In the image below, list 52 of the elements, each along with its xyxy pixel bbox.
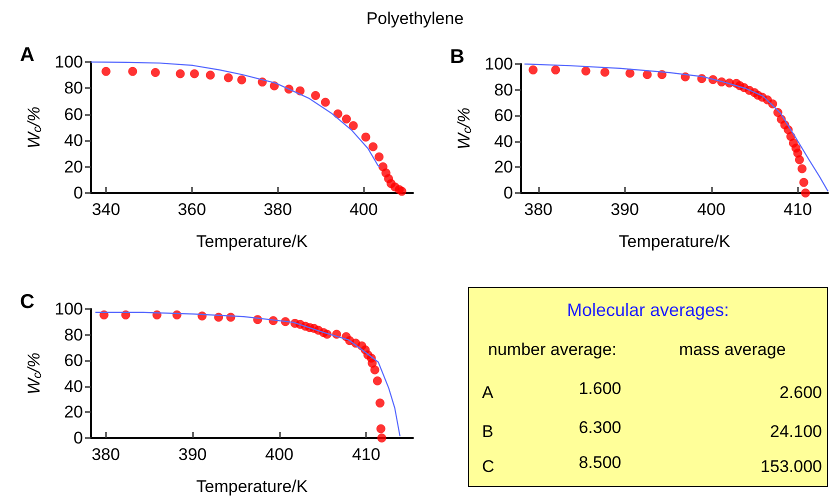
y-tick-label: 20 xyxy=(494,158,513,177)
text: 2.600 xyxy=(778,383,822,403)
y-tick-label: 80 xyxy=(64,78,83,98)
text: 6.300 xyxy=(578,418,622,438)
x-tick-label: 390 xyxy=(610,200,639,219)
x-axis-title: Temperature/K xyxy=(196,477,308,496)
y-tick-label: 60 xyxy=(64,104,83,124)
chart-title: C xyxy=(20,291,34,313)
text: A xyxy=(482,383,494,403)
text: mass average xyxy=(679,340,786,360)
text: Molecular averages: xyxy=(566,300,730,321)
y-tick-label: 40 xyxy=(64,131,83,150)
y-tick-label: 80 xyxy=(494,80,513,100)
y-tick-label: 40 xyxy=(494,132,513,151)
text: Polyethylene xyxy=(366,9,464,28)
x-tick-label: 410 xyxy=(352,445,380,464)
y-tick-label: 60 xyxy=(64,351,83,370)
y-tick-label: 60 xyxy=(494,106,513,126)
x-tick-label: 380 xyxy=(264,200,292,219)
x-tick-label: 390 xyxy=(178,445,207,464)
y-tick-label: 100 xyxy=(484,54,513,74)
x-tick-label: 340 xyxy=(92,200,120,219)
y-tick-label: 100 xyxy=(54,52,83,72)
y-axis-title: Wc/% xyxy=(454,108,474,150)
text: 8.500 xyxy=(578,453,622,473)
chart-title: B xyxy=(450,46,464,68)
x-tick-label: 380 xyxy=(92,445,120,464)
x-tick-label: 400 xyxy=(265,445,294,464)
y-axis-title: Wc/% xyxy=(24,106,44,148)
y-tick-label: 20 xyxy=(64,402,83,422)
y-tick-label: 40 xyxy=(64,376,83,396)
y-tick-label: 0 xyxy=(74,428,83,448)
y-tick-label: 100 xyxy=(54,300,83,318)
x-axis-title: Temperature/K xyxy=(196,232,308,251)
y-tick-label: 0 xyxy=(504,184,513,202)
y-tick-label: 20 xyxy=(64,157,83,176)
y-tick-label: 0 xyxy=(74,184,83,202)
x-tick-label: 400 xyxy=(697,200,726,219)
chart-title: A xyxy=(20,44,34,66)
x-tick-label: 360 xyxy=(178,200,206,219)
text: 153.000 xyxy=(760,457,822,477)
text: C xyxy=(482,457,494,477)
x-tick-label: 380 xyxy=(524,200,552,219)
text: 24.100 xyxy=(769,422,822,442)
x-tick-label: 400 xyxy=(349,200,378,219)
text: B xyxy=(482,422,494,442)
x-tick-label: 410 xyxy=(784,200,812,219)
x-axis-title: Temperature/K xyxy=(618,232,731,251)
y-tick-label: 80 xyxy=(64,325,83,344)
text: number average: xyxy=(488,340,617,360)
y-axis-title: Wc/% xyxy=(24,352,44,394)
text: 1.600 xyxy=(578,379,622,399)
